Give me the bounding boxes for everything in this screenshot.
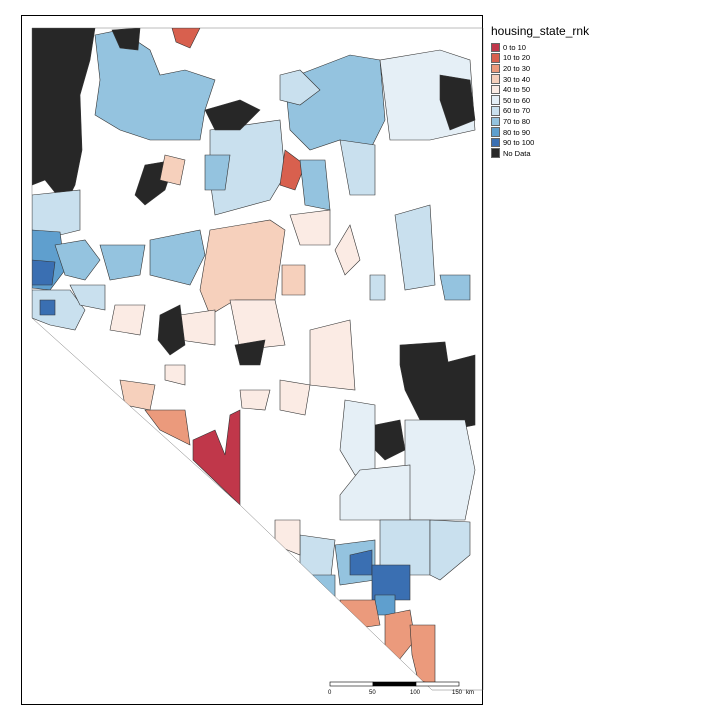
legend-swatch — [491, 106, 500, 116]
tract-n5 — [279, 69, 321, 106]
legend-item: 0 to 10 — [491, 42, 589, 53]
tract-nodata-c2 — [234, 339, 266, 366]
tract-n8 — [339, 139, 376, 196]
legend-swatch — [491, 137, 500, 148]
tract-n10 — [159, 154, 186, 186]
scale-bar: 0 50 100 150 km — [328, 681, 474, 696]
legend-swatch — [491, 63, 500, 74]
tract-sw6 — [239, 389, 271, 411]
legend-item: 70 to 80 — [491, 116, 589, 127]
tract-n1 — [94, 29, 216, 141]
tract-c2 — [229, 299, 286, 351]
tract-s15 — [309, 574, 336, 601]
tract-w1 — [32, 189, 81, 236]
legend-label: 80 to 90 — [503, 127, 531, 137]
tract-s3 — [339, 464, 411, 521]
legend-swatch — [491, 127, 500, 137]
tract-c11 — [439, 274, 471, 301]
scale-tick-50: 50 — [369, 690, 376, 696]
tract-nodata-nw — [32, 28, 96, 206]
tract-s14 — [409, 624, 436, 686]
legend-item: 50 to 60 — [491, 95, 589, 106]
tract-nodata-n1 — [111, 28, 141, 51]
tract-w6 — [99, 244, 146, 281]
tract-nodata-c1 — [157, 304, 186, 356]
tract-c6 — [394, 204, 436, 291]
legend-swatch — [491, 95, 500, 106]
legend-swatch — [491, 42, 500, 53]
legend-label: 20 to 30 — [503, 63, 531, 73]
legend-title: housing_state_rnk — [491, 24, 590, 38]
legend-swatch — [491, 74, 500, 84]
tract-c5 — [309, 319, 356, 391]
legend-item: 40 to 50 — [491, 84, 589, 95]
legend-label: 70 to 80 — [503, 116, 531, 126]
tract-n11 — [204, 154, 231, 191]
tract-c9 — [334, 224, 361, 276]
tract-c3 — [281, 264, 306, 296]
tract-nodata-n2 — [204, 99, 261, 131]
scale-tick-100: 100 — [410, 690, 421, 696]
legend-swatch — [491, 53, 500, 63]
tract-s1 — [404, 419, 476, 521]
state-outline — [31, 27, 484, 691]
tract-polygons — [32, 28, 476, 686]
legend-swatch — [491, 84, 500, 95]
legend-label: No Data — [503, 148, 531, 158]
legend-item: 10 to 20 — [491, 53, 589, 64]
tract-sw4 — [164, 364, 186, 386]
tract-s13 — [384, 609, 416, 666]
tract-n9 — [299, 159, 331, 211]
scale-tick-150: 150 — [452, 690, 463, 696]
tract-w4 — [54, 239, 101, 281]
legend-item: No Data — [491, 148, 589, 159]
scale-tick-0: 0 — [328, 690, 332, 696]
tract-nodata-ne — [439, 74, 476, 131]
tract-n6 — [171, 28, 201, 49]
tract-sw3 — [119, 379, 156, 411]
legend-item: 80 to 90 — [491, 127, 589, 138]
legend-swatch — [491, 148, 500, 159]
tract-w3 — [32, 259, 56, 286]
tract-s2 — [339, 399, 376, 476]
legend-item: 60 to 70 — [491, 106, 589, 117]
legend-item: 30 to 40 — [491, 74, 589, 85]
tract-nodata-e1 — [399, 341, 476, 431]
tract-s5 — [429, 519, 471, 581]
tract-s12 — [339, 599, 381, 631]
tract-sw5 — [279, 379, 311, 416]
legend-label: 40 to 50 — [503, 85, 531, 95]
tract-sw2 — [144, 409, 191, 446]
tract-c4 — [289, 209, 331, 246]
tract-w8 — [39, 299, 56, 316]
tract-n7 — [279, 149, 306, 191]
tract-c8 — [109, 304, 146, 336]
legend-label: 0 to 10 — [503, 42, 526, 52]
legend-label: 10 to 20 — [503, 53, 531, 63]
legend-label: 30 to 40 — [503, 74, 531, 84]
legend-swatch — [491, 116, 500, 127]
legend-items: 0 to 10 10 to 20 20 to 30 30 to 40 40 to 50 5… — [491, 42, 589, 159]
tract-s11 — [274, 519, 301, 556]
scale-unit: km — [466, 690, 474, 696]
tract-c7 — [179, 309, 216, 346]
tract-s8 — [371, 564, 411, 601]
legend: housing_state_rnk 0 to 10 10 to 20 20 to 3… — [491, 24, 589, 159]
tract-w9 — [149, 229, 206, 286]
legend-label: 60 to 70 — [503, 106, 531, 116]
legend-item: 20 to 30 — [491, 63, 589, 74]
tract-s9 — [374, 594, 396, 616]
legend-label: 50 to 60 — [503, 95, 531, 105]
legend-label: 90 to 100 — [503, 138, 535, 148]
tract-w7 — [69, 284, 106, 311]
tract-c10 — [369, 274, 386, 301]
legend-item: 90 to 100 — [491, 137, 589, 148]
tract-sw1 — [192, 409, 241, 506]
